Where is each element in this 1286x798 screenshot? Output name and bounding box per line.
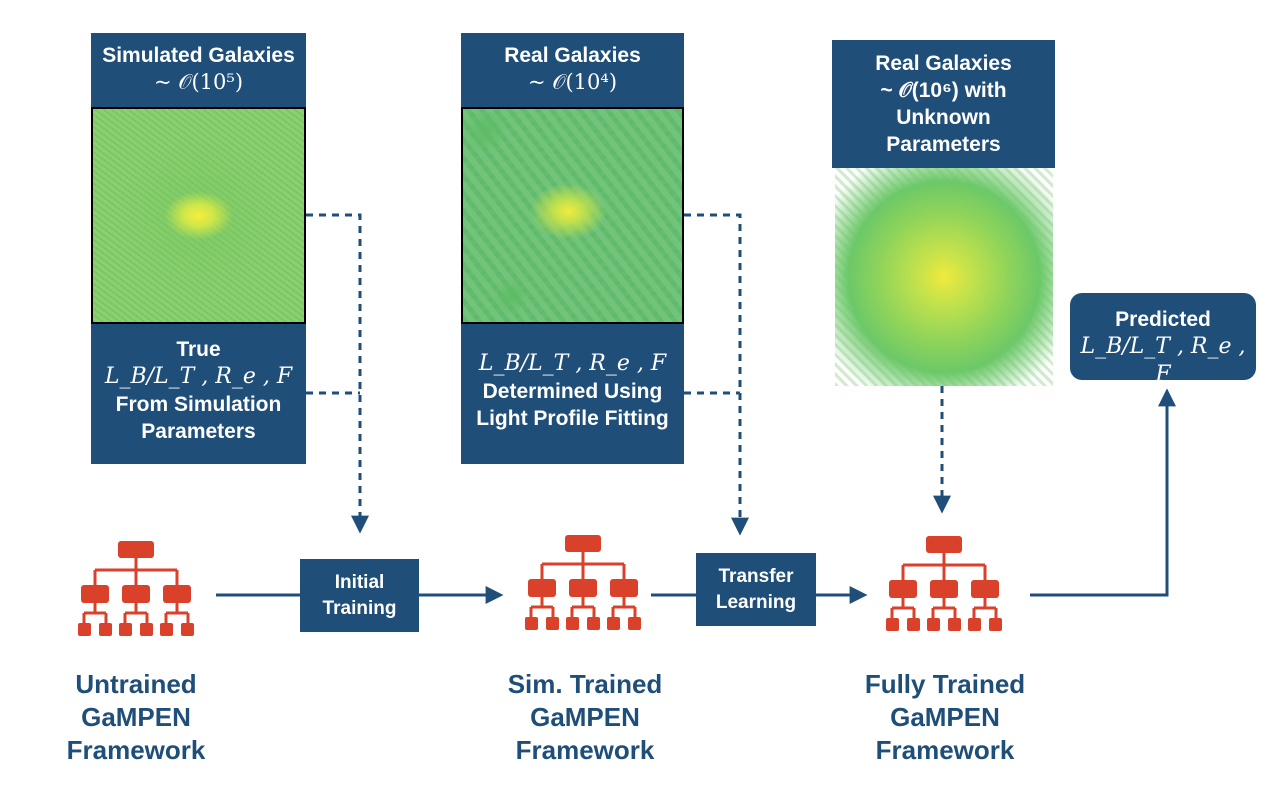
real-galaxies-title: Real Galaxies: [504, 44, 641, 67]
simulated-galaxies-title: Simulated Galaxies: [102, 44, 295, 67]
initial-training-step: Initial Training: [300, 559, 419, 632]
dashed-connector-real-top: [684, 213, 749, 536]
fully-trained-framework-label: Fully Trained GaMPEN Framework: [835, 668, 1055, 767]
real-galaxy-image: [461, 107, 684, 324]
untrained-line: Untrained: [75, 669, 197, 699]
sim-trained-line: Sim. Trained: [507, 669, 663, 699]
determined-using-label: Determined Using: [482, 380, 663, 403]
network-icon-sim-trained: [525, 535, 641, 630]
training-label: Training: [322, 597, 397, 619]
gampen-line: GaMPEN: [81, 702, 191, 732]
parameters-math: L_B/L_T , R_e , F: [478, 351, 667, 376]
predicted-title: Predicted: [1115, 308, 1211, 331]
framework-line: Framework: [515, 735, 655, 765]
sim-trained-framework-label: Sim. Trained GaMPEN Framework: [475, 668, 695, 767]
parameters-label: Parameters: [886, 133, 1001, 156]
fully-trained-line: Fully Trained: [864, 669, 1026, 699]
gampen-line: GaMPEN: [890, 702, 1000, 732]
true-label: True: [176, 338, 221, 361]
simulated-galaxies-count: ~ 𝒪(10⁵): [153, 70, 244, 94]
gampen-line: GaMPEN: [530, 702, 640, 732]
predicted-box: Predicted L_B/L_T , R_e , F: [1070, 293, 1256, 387]
initial-label: Initial: [334, 571, 385, 593]
framework-line: Framework: [875, 735, 1015, 765]
unknown-galaxy-image: [835, 168, 1053, 386]
learning-label: Learning: [715, 591, 797, 613]
arrow-full-to-predicted: [1030, 388, 1176, 597]
parameters-label: Parameters: [141, 420, 256, 443]
real-galaxies-title: Real Galaxies: [875, 52, 1012, 75]
real-galaxies-header: Real Galaxies ~ 𝒪(10⁴): [461, 33, 684, 107]
simulated-galaxies-header: Simulated Galaxies ~ 𝒪(10⁵): [91, 33, 306, 107]
real-galaxies-count: ~ 𝒪(10⁶) with: [880, 79, 1007, 102]
framework-line: Framework: [66, 735, 206, 765]
simulated-galaxies-footer: True L_B/L_T , R_e , F From Simulation P…: [91, 324, 306, 464]
transfer-label: Transfer: [718, 565, 794, 587]
transfer-learning-step: Transfer Learning: [696, 553, 816, 626]
network-icon-untrained: [78, 541, 194, 636]
real-galaxies-count: ~ 𝒪(10⁴): [527, 70, 618, 94]
from-simulation-label: From Simulation: [115, 393, 282, 416]
parameters-math: L_B/L_T , R_e , F: [104, 364, 293, 389]
light-profile-fitting-label: Light Profile Fitting: [476, 407, 669, 430]
untrained-framework-label: Untrained GaMPEN Framework: [36, 668, 236, 767]
simulated-galaxy-image: [91, 107, 306, 324]
unknown-galaxies-header: Real Galaxies ~ 𝒪(10⁶) with Unknown Para…: [832, 40, 1055, 168]
dashed-connector-sim-top: [306, 213, 369, 534]
predicted-math: L_B/L_T , R_e , F: [1080, 334, 1246, 387]
network-icon-fully-trained: [886, 536, 1002, 631]
unknown-label: Unknown: [896, 106, 991, 129]
real-galaxies-footer: L_B/L_T , R_e , F Determined Using Light…: [461, 324, 684, 464]
